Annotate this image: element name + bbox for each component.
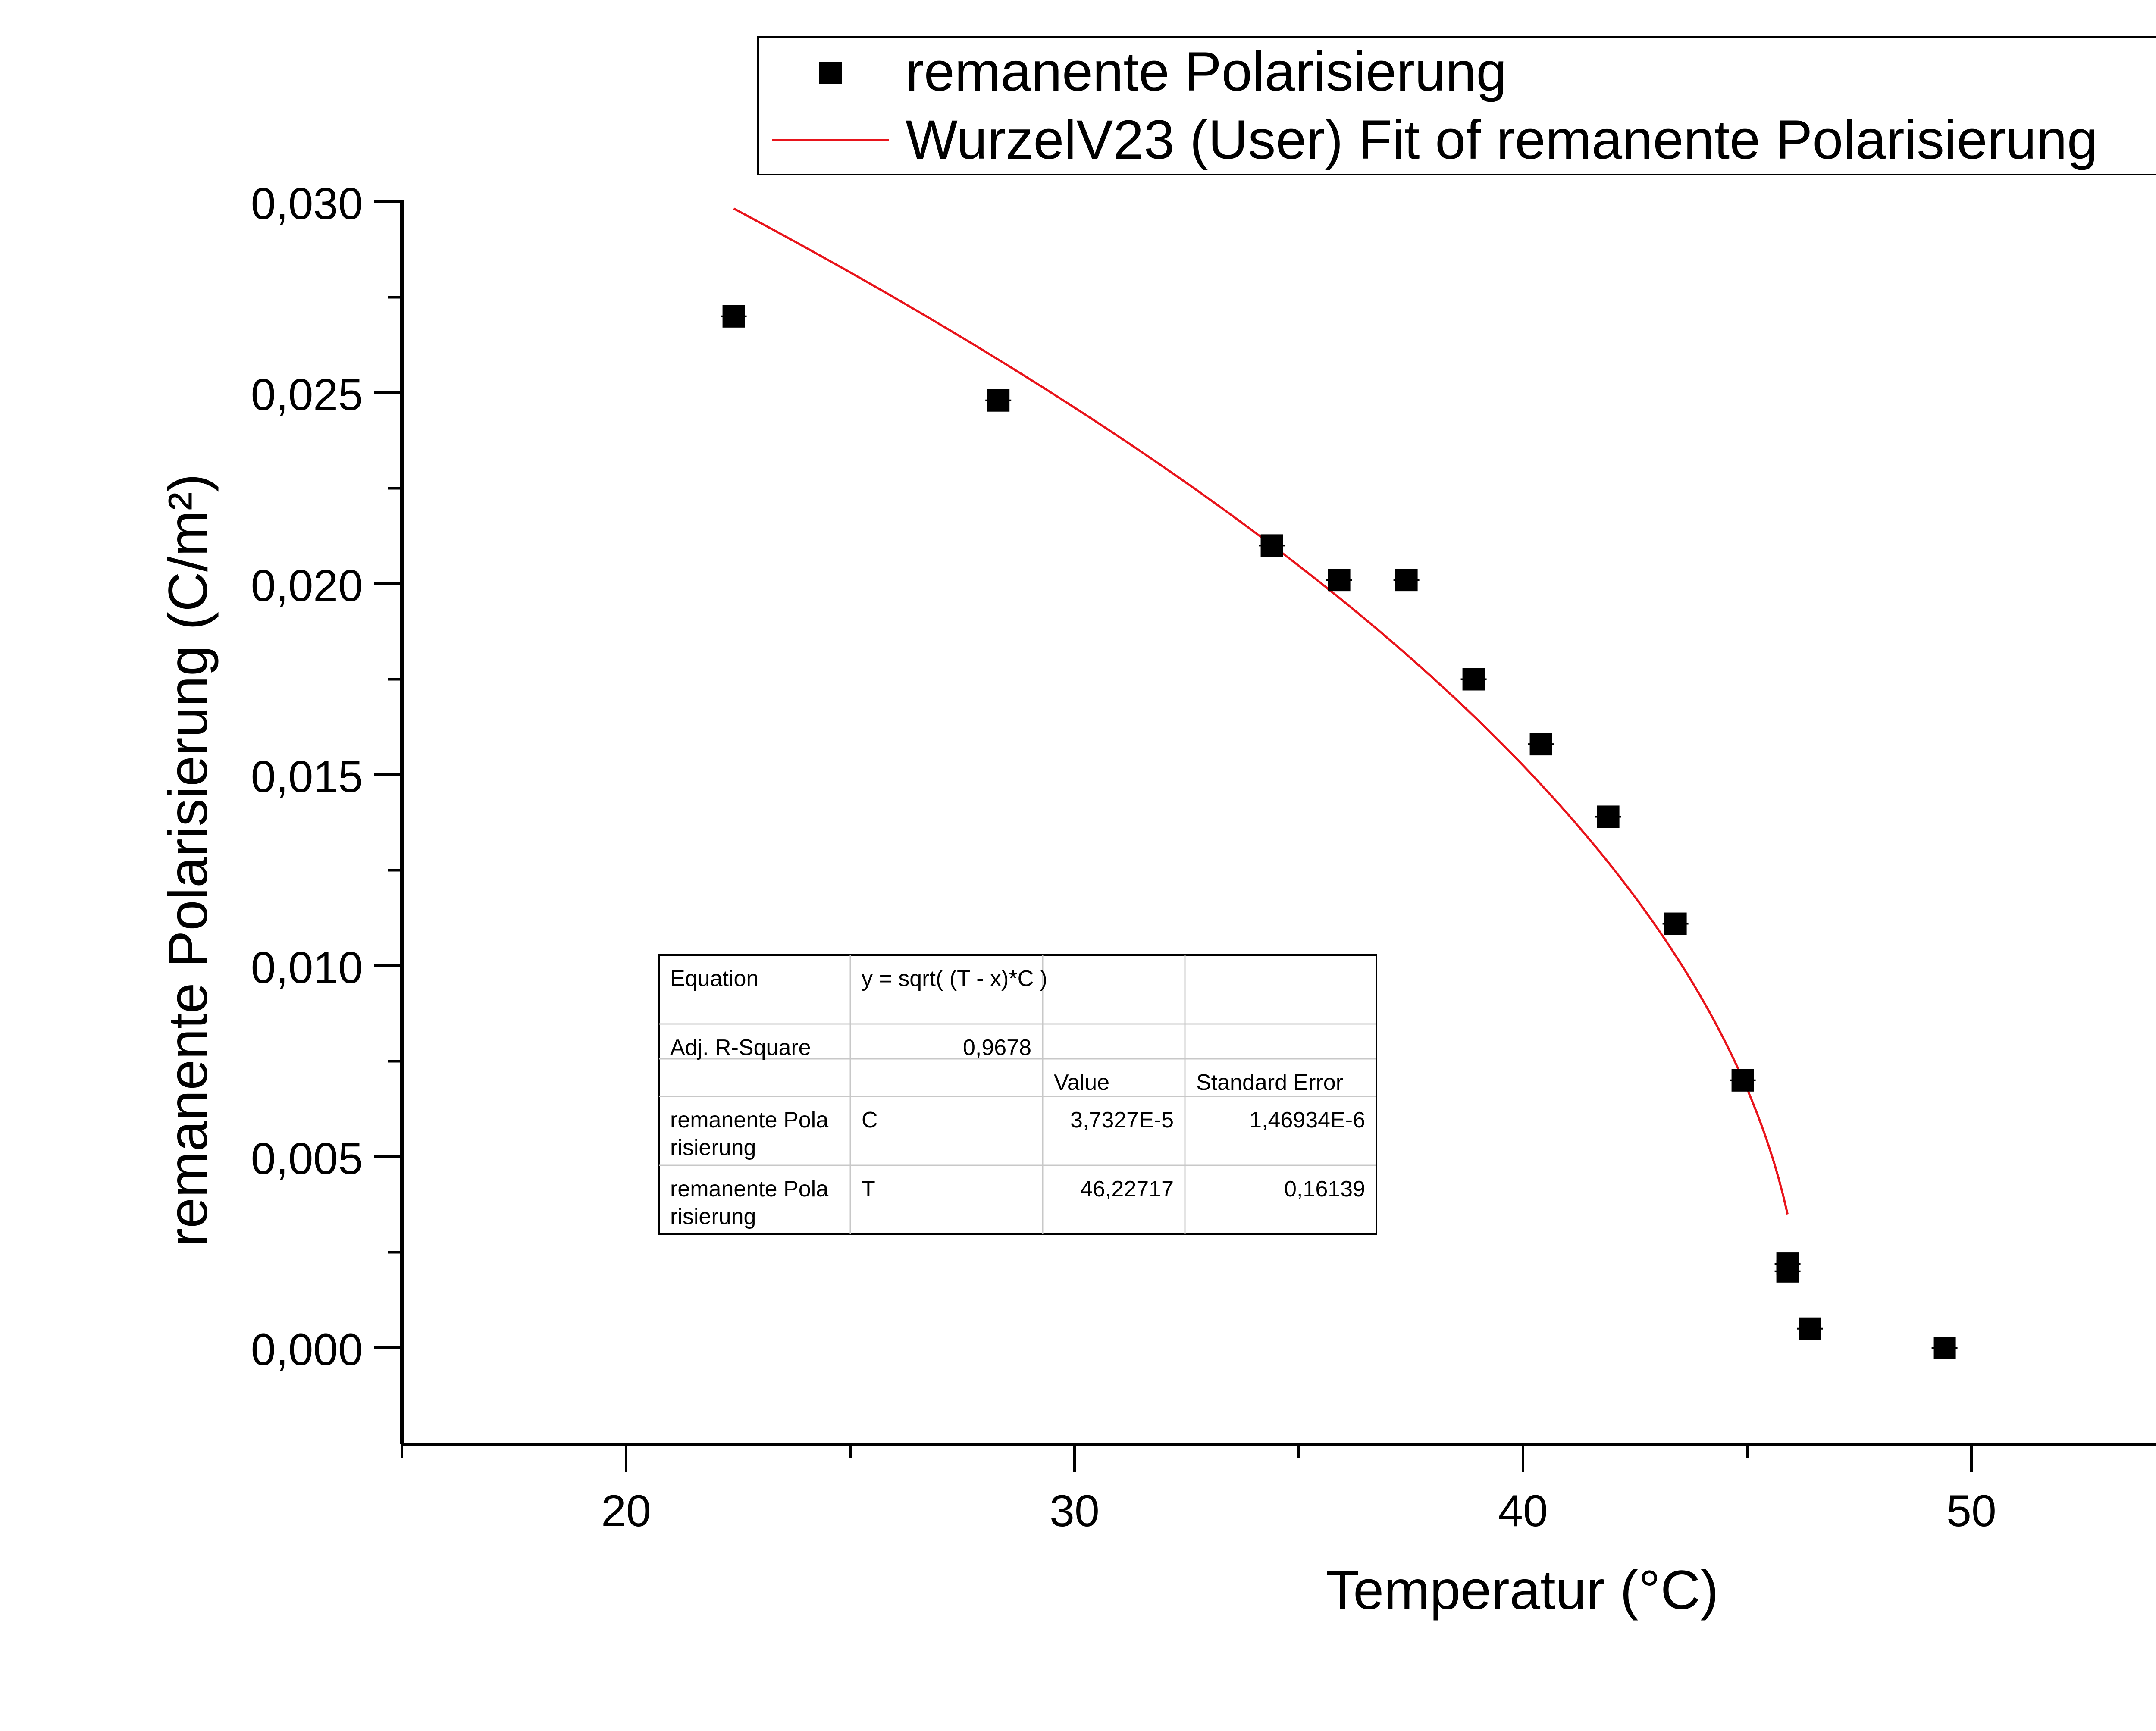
data-points-layer [721, 305, 1958, 1359]
table-cell: 0,9678 [963, 1035, 1031, 1060]
y-tick-label: 0,010 [251, 943, 363, 993]
x-tick-label: 20 [601, 1486, 651, 1536]
y-tick-label: 0,005 [251, 1134, 363, 1184]
table-cell: y = sqrt( (T - x)*C ) [862, 966, 1047, 991]
table-cell: Adj. R-Square [670, 1035, 811, 1060]
table-cell: 46,22717 [1080, 1177, 1174, 1202]
table-cell: risierung [670, 1135, 756, 1160]
fit-results-table: Equation y = sqrt( (T - x)*C ) Adj. R-Squa… [658, 954, 1377, 1235]
table-cell: 0,16139 [1284, 1177, 1365, 1202]
legend-label-data: remanente Polarisierung [906, 41, 1507, 103]
x-tick-label: 50 [1946, 1486, 1996, 1536]
table-cell: Value [1054, 1070, 1109, 1095]
y-tick-label: 0,020 [251, 561, 363, 611]
table-cell: Standard Error [1196, 1070, 1343, 1095]
table-cell: remanente Pola [670, 1177, 828, 1202]
x-tick-label: 30 [1050, 1486, 1100, 1536]
table-cell: 3,7327E-5 [1070, 1108, 1174, 1133]
y-axis-label: remanente Polarisierung (C/m²) [157, 474, 219, 1247]
legend-box [757, 36, 2156, 175]
legend: remanente Polarisierung WurzelV23 (User)… [757, 36, 2156, 175]
y-tick-label: 0,000 [251, 1325, 363, 1375]
table-cell: remanente Pola [670, 1108, 828, 1133]
y-tick-label: 0,015 [251, 752, 363, 802]
y-tick-label: 0,030 [251, 179, 363, 229]
table-cell: risierung [670, 1204, 756, 1229]
legend-marker-square-icon [819, 62, 842, 84]
table-cell: C [862, 1108, 878, 1133]
x-tick-label: 40 [1498, 1486, 1548, 1536]
y-tick-label: 0,025 [251, 370, 363, 420]
legend-label-fit: WurzelV23 (User) Fit of remanente Polari… [906, 109, 2098, 171]
x-axis-label: Temperatur (°C) [1326, 1559, 1719, 1621]
table-cell: T [862, 1177, 875, 1202]
table-cell: 1,46934E-6 [1249, 1108, 1365, 1133]
table-cell: Equation [670, 966, 758, 991]
table-border [658, 954, 1377, 1235]
axes: 0,000 0,005 0,010 0,015 0,020 0,025 0,030 20 30 4… [251, 179, 2156, 1536]
